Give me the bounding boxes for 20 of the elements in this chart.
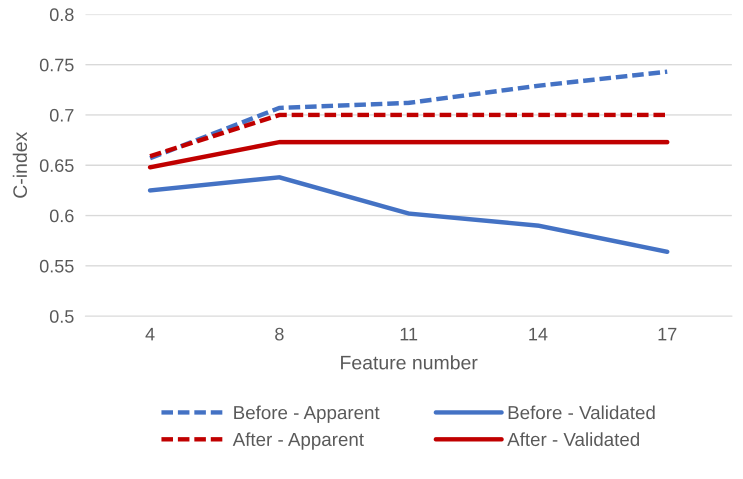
y-tick-label: 0.8 bbox=[50, 8, 74, 22]
y-tick-label: 0.65 bbox=[40, 159, 74, 172]
legend-label: Before - Validated bbox=[508, 405, 655, 420]
x-tick-label: 17 bbox=[658, 328, 676, 340]
legend-label: Before - Apparent bbox=[234, 405, 380, 423]
x-tick-label: 14 bbox=[529, 328, 548, 340]
x-tick-label: 8 bbox=[275, 328, 284, 341]
line-series bbox=[148, 69, 670, 160]
line-series bbox=[148, 175, 670, 254]
y-tick-label: 0.75 bbox=[40, 58, 74, 72]
y-tick-label: 0.5 bbox=[50, 310, 74, 323]
y-tick-label: 0.55 bbox=[40, 260, 74, 273]
legend-label: After - Apparent bbox=[232, 432, 364, 450]
y-axis-title: C-index bbox=[12, 132, 28, 198]
legend-label: After - Validated bbox=[507, 432, 640, 446]
y-tick-label: 0.6 bbox=[50, 209, 74, 222]
y-tick-label: 0.7 bbox=[50, 108, 74, 122]
x-tick-label: 11 bbox=[400, 328, 418, 340]
x-axis-title: Feature number bbox=[341, 355, 478, 370]
x-tick-label: 4 bbox=[145, 328, 155, 340]
